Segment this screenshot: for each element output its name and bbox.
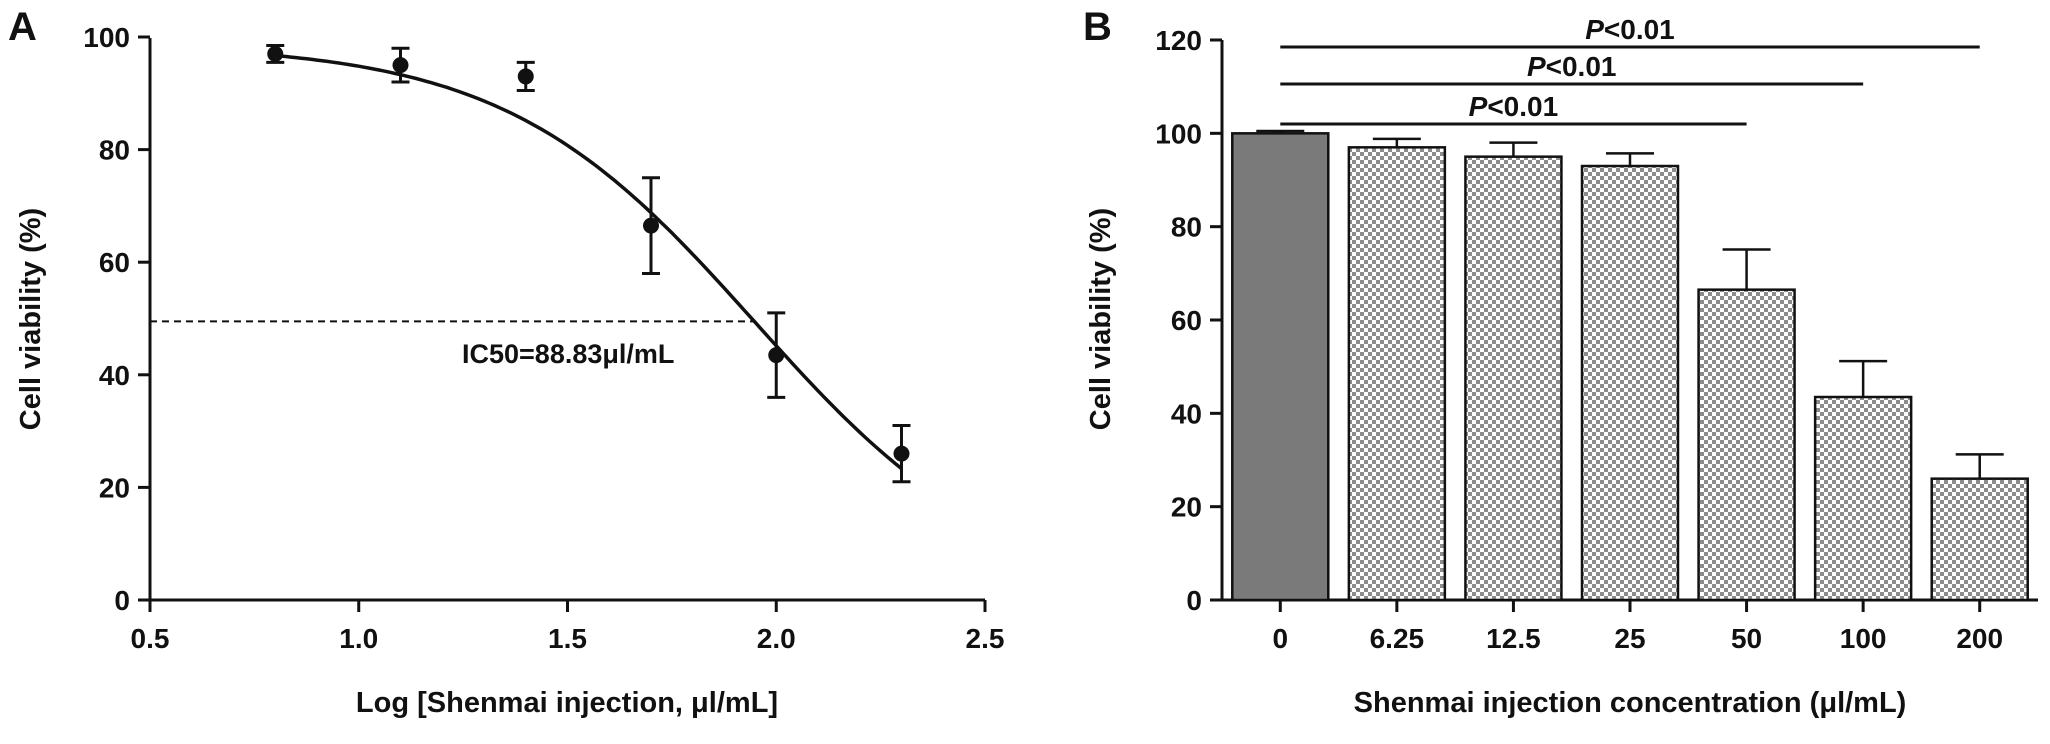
bar [1697,288,1796,602]
p-value: <0.01 [1546,51,1617,82]
bar [1580,164,1680,602]
x-tick-label: 1.0 [339,623,378,654]
y-tick-label: 60 [99,247,130,278]
x-tick-label: 0.5 [131,623,170,654]
panel-a-x-title: Log [Shenmai injection, μl/mL] [356,687,778,719]
data-point [643,217,659,234]
panel-b-y-title: Cell viability (%) [1085,208,1117,430]
significance-label: P<0.01 [1469,91,1559,122]
data-point [517,68,534,85]
panel-a-points [266,43,911,484]
x-tick-label: 25 [1614,623,1645,654]
data-point [893,445,910,462]
x-tick-label: 100 [1840,623,1887,654]
y-tick-label: 0 [1186,585,1202,616]
p-value: <0.01 [1487,91,1558,122]
y-tick-label: 120 [1155,25,1202,56]
x-tick-label: 50 [1731,623,1762,654]
x-tick-label: 0 [1272,623,1288,654]
panel-b-x-title: Shenmai injection concentration (μl/mL) [1354,687,1907,719]
x-tick-label: 12.5 [1486,623,1541,654]
data-point [768,347,785,364]
data-point [392,57,409,74]
p-symbol: P [1527,51,1546,82]
y-tick-label: 40 [1171,398,1202,429]
y-tick-label: 40 [99,360,130,391]
x-tick-label: 2.5 [966,623,1005,654]
x-tick-label: 200 [1956,623,2003,654]
p-symbol: P [1469,91,1488,122]
panel-a-x-ticks: 0.5 1.0 1.5 2.0 2.5 [131,600,1005,654]
panel-b-bars [1231,129,2029,602]
ic50-annotation: IC50=88.83μl/mL [462,339,674,369]
y-tick-label: 100 [1155,118,1202,149]
y-tick-label: 0 [114,585,130,616]
fit-curve [275,53,903,470]
panel-a-chart: A 0 20 40 60 80 100 0.5 1.0 1.5 2.0 2.5 IC50=88.8… [8,5,1004,719]
p-symbol: P [1585,14,1604,45]
bar [1231,132,1330,602]
panel-a-letter: A [8,5,37,49]
x-tick-label: 2.0 [757,623,796,654]
y-tick-label: 20 [99,472,130,503]
panel-b-x-ticks: 0 6.25 12.5 25 50 100 200 [1272,600,2003,654]
x-tick-label: 6.25 [1370,623,1425,654]
y-tick-label: 100 [83,22,130,53]
significance-brackets: P<0.01P<0.01P<0.01 [1280,14,1980,126]
y-tick-label: 80 [99,135,130,166]
panel-a-y-ticks: 0 20 40 60 80 100 [83,22,150,616]
bar [1464,155,1563,602]
y-tick-label: 80 [1171,212,1202,243]
y-tick-label: 60 [1171,305,1202,336]
significance-label: P<0.01 [1527,51,1617,82]
data-point [267,45,284,62]
panel-a-y-title: Cell viability (%) [15,208,47,430]
p-value: <0.01 [1604,14,1675,45]
bar [1347,146,1447,602]
panel-b-y-ticks: 0 20 40 60 80 100 120 [1155,25,1222,616]
y-tick-label: 20 [1171,492,1202,523]
significance-label: P<0.01 [1585,14,1675,45]
bar [1813,395,1913,602]
bar [1930,477,2029,602]
x-tick-label: 1.5 [548,623,587,654]
panel-b-letter: B [1083,5,1112,49]
